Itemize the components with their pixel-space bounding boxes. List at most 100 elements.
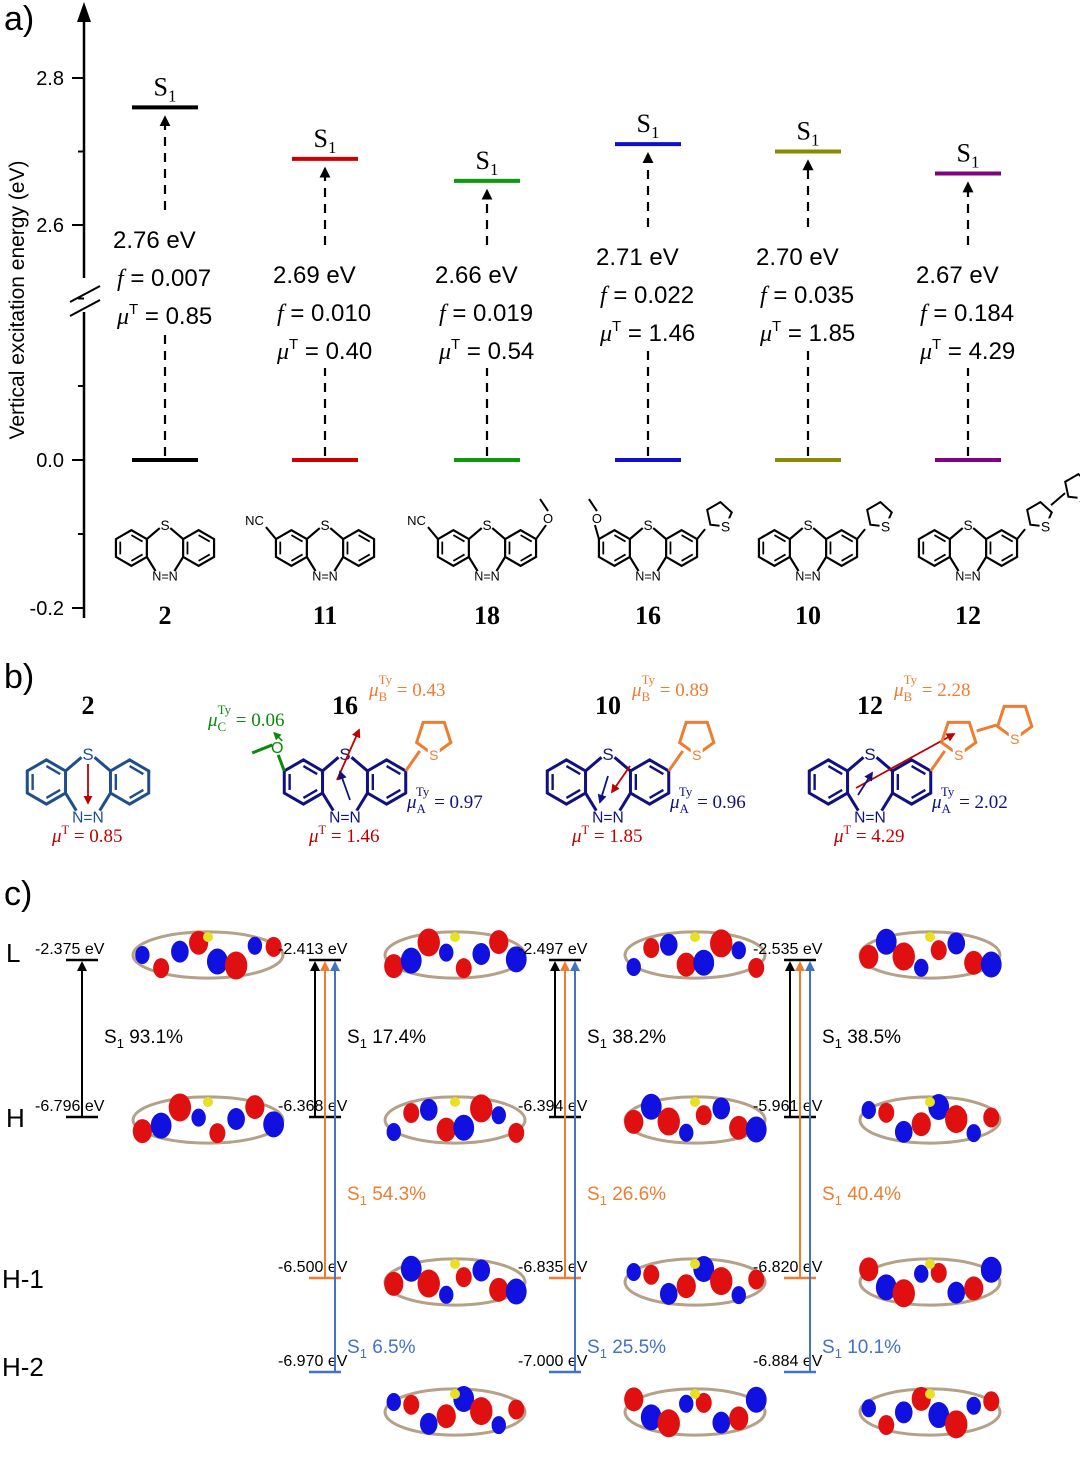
orbital-lobe bbox=[417, 928, 440, 957]
c-s-bond bbox=[468, 527, 483, 540]
thiophene-ring bbox=[1064, 472, 1080, 499]
structure-12: S N=N S S bbox=[917, 472, 1080, 584]
molecular-backbone bbox=[623, 930, 767, 980]
state-label: S1 bbox=[476, 146, 499, 179]
orbital-lobe bbox=[676, 952, 696, 977]
orbital-lobe bbox=[947, 932, 966, 955]
compound-id: 16 bbox=[635, 601, 661, 630]
orbital-row-label: H-2 bbox=[2, 1352, 44, 1382]
thiophene-ring bbox=[706, 500, 733, 528]
sulfur-atom: S bbox=[482, 518, 491, 533]
structure-11: S N=N NC bbox=[245, 513, 376, 584]
aryl-bond bbox=[696, 528, 706, 540]
orbital-lobe bbox=[153, 958, 170, 979]
orbital-lobe bbox=[386, 1123, 401, 1142]
orbital-lobe bbox=[224, 951, 248, 980]
orbital-lobe bbox=[712, 1097, 731, 1120]
orbital-lobe bbox=[168, 1093, 192, 1122]
state-label: S1 bbox=[797, 117, 820, 150]
double-bond bbox=[45, 788, 61, 799]
orbital-lobe bbox=[745, 1116, 767, 1143]
double-bond bbox=[386, 788, 401, 799]
double-bond bbox=[841, 534, 854, 543]
double-bond bbox=[565, 788, 581, 799]
orbital-lobe bbox=[436, 1117, 456, 1142]
orbital-lobe bbox=[489, 930, 509, 955]
sulfur-atom-ball bbox=[925, 1389, 935, 1399]
sulfur-atom-ball bbox=[450, 1389, 460, 1399]
oscillator-strength: f = 0.035 bbox=[760, 282, 854, 309]
orbital-lobe bbox=[875, 928, 897, 955]
orbital-lobe bbox=[983, 1391, 1000, 1412]
azo-group: N=N bbox=[854, 809, 886, 826]
level-group-16: S1 2.71 eV f = 0.022 μT = 1.46 bbox=[596, 109, 695, 462]
double-bond bbox=[648, 788, 664, 799]
azo-group: N=N bbox=[635, 570, 661, 584]
dipole-a-arrow bbox=[857, 771, 873, 796]
molecular-backbone bbox=[383, 1387, 527, 1437]
sulfur-atom-ball bbox=[690, 1389, 700, 1399]
energy-label: 2.69 eV bbox=[273, 262, 356, 289]
sulfur-atom: S bbox=[721, 518, 730, 534]
orbital-lobe bbox=[386, 1393, 401, 1412]
c-s-bond bbox=[949, 527, 964, 540]
structure-18: S N=N NC O bbox=[407, 498, 553, 584]
cn-bond bbox=[265, 526, 277, 540]
sulfur-atom: S bbox=[864, 745, 875, 764]
orbital-lobe bbox=[657, 1107, 680, 1136]
c-n-bond bbox=[467, 556, 479, 572]
orbital-lobe bbox=[878, 1102, 895, 1123]
orbital-lobe bbox=[861, 1101, 876, 1120]
y-tick-label: 0.0 bbox=[36, 450, 64, 472]
orbital-lobe bbox=[710, 1267, 733, 1296]
orbital-energy: -6.500 eV bbox=[278, 1259, 348, 1276]
bithiophene-bond bbox=[976, 723, 998, 733]
orbital-lobe bbox=[859, 944, 879, 969]
sulfur-atom: S bbox=[160, 518, 169, 533]
sulfur-atom: S bbox=[82, 745, 93, 764]
double-bond bbox=[933, 534, 946, 543]
double-bond bbox=[130, 534, 143, 543]
orbital-lobe bbox=[748, 1269, 765, 1290]
transition-dipole: μT = 1.46 bbox=[599, 318, 695, 347]
double-bond bbox=[45, 765, 61, 776]
sulfur-atom-ball bbox=[203, 1097, 213, 1107]
orbital-lobe bbox=[679, 1394, 694, 1413]
thiophene-ring bbox=[995, 704, 1034, 741]
transition-percent-black: S1 38.2% bbox=[587, 1027, 666, 1051]
orbital-column-2: -2.413 eV -6.368 eV -6.500 eV -6.970 eV S1 1… bbox=[278, 928, 527, 1437]
thiophene-ring bbox=[1026, 500, 1053, 528]
structure-16: S N=N O S bbox=[588, 498, 733, 584]
double-bond bbox=[933, 553, 946, 562]
state-label: S1 bbox=[154, 72, 177, 105]
c-s-bond bbox=[306, 527, 321, 540]
double-bond bbox=[1001, 534, 1014, 543]
orbital-lobe bbox=[911, 1112, 931, 1137]
c-n-bond bbox=[816, 556, 828, 572]
molecular-backbone bbox=[623, 1257, 767, 1307]
transition-percent-blue: S1 25.5% bbox=[587, 1337, 666, 1361]
panel-c-label: c) bbox=[4, 875, 32, 913]
sulfur-atom-ball bbox=[690, 932, 700, 942]
orbital-energy: -2.413 eV bbox=[278, 941, 348, 958]
orbital-energy: -6.835 eV bbox=[518, 1259, 588, 1276]
orbital-lobe bbox=[626, 1263, 641, 1282]
c-n-bond bbox=[656, 556, 668, 572]
total-dipole-label: μT = 1.85 bbox=[571, 823, 643, 847]
transition-percent-blue: S1 10.1% bbox=[822, 1337, 901, 1361]
c-n-bond bbox=[584, 792, 598, 812]
orbital-lobe bbox=[695, 1392, 712, 1413]
orbital-energy: -6.884 eV bbox=[753, 1353, 823, 1370]
double-bond bbox=[1001, 553, 1014, 562]
c-s-bond bbox=[350, 756, 369, 773]
c-n-bond bbox=[495, 556, 507, 572]
double-bond bbox=[520, 553, 533, 562]
y-tick-label: 2.6 bbox=[36, 215, 64, 237]
orbital-lobe bbox=[894, 1120, 913, 1143]
c-s-bond bbox=[146, 527, 161, 540]
orbital-energy: -6.394 eV bbox=[518, 1098, 588, 1115]
dipole-a-arrow bbox=[597, 775, 609, 804]
azo-group: N=N bbox=[955, 570, 981, 584]
orbital-column-4: -2.535 eV -5.961 eV -6.820 eV -6.884 eV S1 3… bbox=[753, 928, 1002, 1439]
orbital-column-1: -2.375 eV -6.796 eV S1 93.1% bbox=[35, 930, 285, 1145]
